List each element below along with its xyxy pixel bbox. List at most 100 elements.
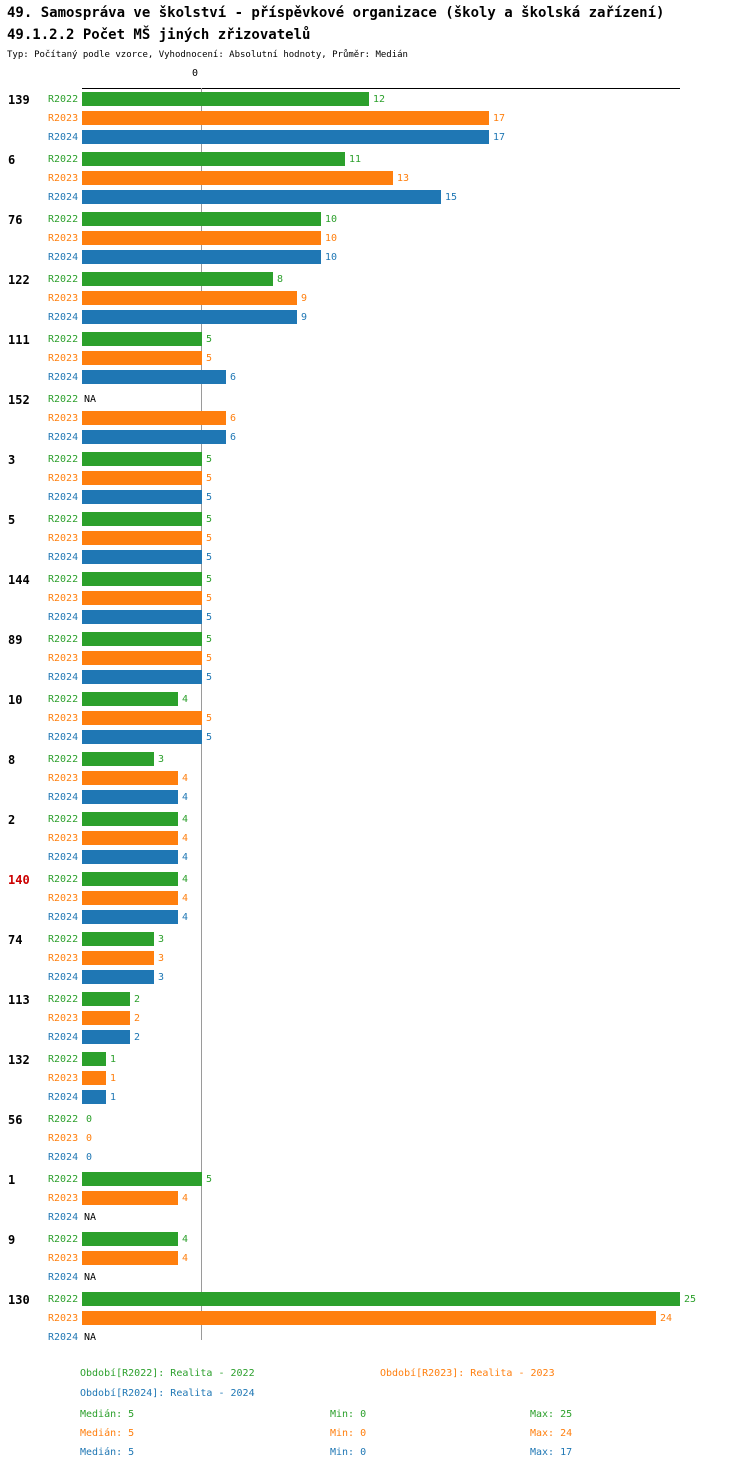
bar-group: 89 R2022 5 R2023 5 R2024 5: [0, 630, 750, 690]
bar-r2023: [82, 591, 202, 605]
bar-r2024: [82, 730, 202, 744]
bar-row: 113 R2022 2: [0, 990, 750, 1009]
value-label: 5: [206, 533, 213, 544]
bar-row: R2024 5: [0, 548, 750, 567]
value-label: 10: [325, 214, 338, 225]
series-label-r2024: R2024: [48, 312, 79, 323]
bar-r2023: [82, 531, 202, 545]
series-label-r2022: R2022: [48, 754, 79, 765]
value-label: 9: [301, 293, 308, 304]
series-label-r2022: R2022: [48, 874, 79, 885]
group-label: 144: [8, 573, 30, 587]
bar-r2024: [82, 970, 154, 984]
bar-row: R2023 5: [0, 709, 750, 728]
bar-row: R2023 10: [0, 229, 750, 248]
bar-r2024: [82, 1030, 130, 1044]
stat-median-r2022: Medián: 5: [80, 1409, 135, 1420]
value-label: 5: [206, 1174, 213, 1185]
series-label-r2023: R2023: [48, 833, 79, 844]
value-label: 0: [86, 1133, 93, 1144]
series-label-r2024: R2024: [48, 792, 79, 803]
stat-median-r2023: Medián: 5: [80, 1428, 135, 1439]
value-label: 1: [110, 1092, 117, 1103]
legend-item-r2023: Období[R2023]: Realita - 2023: [380, 1368, 555, 1379]
group-label: 5: [8, 513, 16, 527]
stat-min-r2023: Min: 0: [330, 1428, 367, 1439]
value-label: 8: [277, 274, 284, 285]
series-label-r2024: R2024: [48, 972, 79, 983]
series-label-r2024: R2024: [48, 192, 79, 203]
bar-group: 1 R2022 5 R2023 4 R2024 NA: [0, 1170, 750, 1230]
bar-row: R2024 2: [0, 1028, 750, 1047]
bar-r2023: [82, 1071, 106, 1085]
bar-row: R2024 5: [0, 668, 750, 687]
bar-row: R2024 5: [0, 608, 750, 627]
series-label-r2024: R2024: [48, 1212, 79, 1223]
series-label-r2024: R2024: [48, 1272, 79, 1283]
bar-r2023: [82, 471, 202, 485]
stat-max-r2024: Max: 17: [530, 1447, 573, 1458]
series-label-r2022: R2022: [48, 334, 79, 345]
group-label: 3: [8, 453, 16, 467]
bar-r2022: [82, 572, 202, 586]
bar-row: 122 R2022 8: [0, 270, 750, 289]
bar-group: 10 R2022 4 R2023 5 R2024 5: [0, 690, 750, 750]
value-label: 5: [206, 574, 213, 585]
bar-r2022: [82, 332, 202, 346]
value-label: 2: [134, 994, 141, 1005]
bar-row: R2024 5: [0, 488, 750, 507]
bar-r2024: [82, 790, 178, 804]
value-label: 2: [134, 1013, 141, 1024]
series-label-r2023: R2023: [48, 533, 79, 544]
value-label: 3: [158, 953, 165, 964]
bar-row: R2024 NA: [0, 1208, 750, 1227]
value-label: 6: [230, 372, 237, 383]
value-label: 4: [182, 773, 189, 784]
bar-r2022: [82, 932, 154, 946]
bar-row: R2023 6: [0, 409, 750, 428]
bar-group: 6 R2022 11 R2023 13 R2024 15: [0, 150, 750, 210]
group-label: 2: [8, 813, 16, 827]
value-label: 5: [206, 732, 213, 743]
value-label: 5: [206, 492, 213, 503]
value-label: 5: [206, 634, 213, 645]
series-label-r2022: R2022: [48, 694, 79, 705]
group-label: 111: [8, 333, 30, 347]
bar-row: R2024 1: [0, 1088, 750, 1107]
series-label-r2022: R2022: [48, 934, 79, 945]
value-label: 5: [206, 552, 213, 563]
value-label: 10: [325, 233, 338, 244]
series-label-r2023: R2023: [48, 233, 79, 244]
bar-r2024: [82, 250, 321, 264]
value-label: 6: [230, 413, 237, 424]
bar-r2022: [82, 212, 321, 226]
bar-row: 10 R2022 4: [0, 690, 750, 709]
value-label: 0: [86, 1114, 93, 1125]
legend-item-r2024: Období[R2024]: Realita - 2024: [80, 1388, 255, 1399]
bar-r2022: [82, 92, 369, 106]
value-label: 5: [206, 334, 213, 345]
bar-row: R2023 5: [0, 589, 750, 608]
bar-r2022: [82, 1292, 680, 1306]
series-label-r2023: R2023: [48, 1013, 79, 1024]
group-label: 10: [8, 693, 23, 707]
bar-row: R2023 4: [0, 769, 750, 788]
bar-r2022: [82, 1172, 202, 1186]
series-label-r2022: R2022: [48, 274, 79, 285]
bar-r2024: [82, 190, 441, 204]
value-label: 25: [684, 1294, 697, 1305]
series-label-r2024: R2024: [48, 372, 79, 383]
bar-r2023: [82, 771, 178, 785]
bar-row: R2024 6: [0, 368, 750, 387]
bar-r2024: [82, 310, 297, 324]
group-label: 89: [8, 633, 23, 647]
bar-row: R2023 4: [0, 1249, 750, 1268]
bar-r2023: [82, 111, 489, 125]
group-label: 6: [8, 153, 16, 167]
bar-r2022: [82, 812, 178, 826]
series-label-r2024: R2024: [48, 732, 79, 743]
bar-row: 111 R2022 5: [0, 330, 750, 349]
bar-r2023: [82, 1191, 178, 1205]
bar-r2023: [82, 1311, 656, 1325]
series-label-r2023: R2023: [48, 1313, 79, 1324]
